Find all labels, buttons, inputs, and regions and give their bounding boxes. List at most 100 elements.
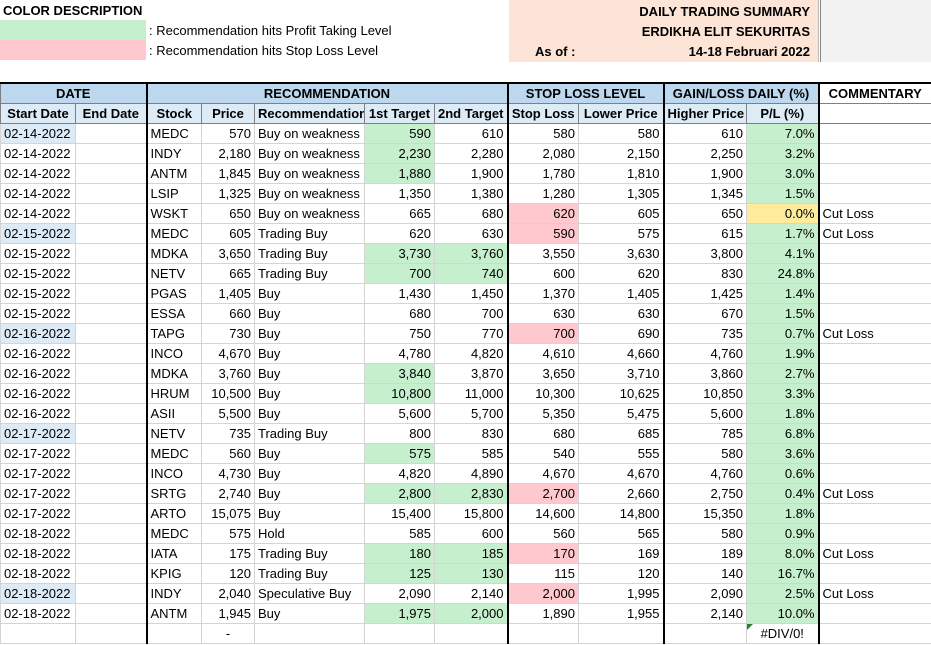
start-date-cell[interactable]: 02-14-2022 bbox=[0, 123, 76, 144]
commentary-cell[interactable] bbox=[818, 423, 931, 444]
stock-cell[interactable]: NETV bbox=[145, 263, 202, 284]
lower-price-cell[interactable]: 605 bbox=[578, 203, 664, 224]
start-date-cell[interactable]: 02-17-2022 bbox=[0, 443, 76, 464]
higher-price-cell[interactable]: 4,760 bbox=[662, 463, 747, 484]
stoploss-legend-text[interactable]: : Recommendation hits Stop Loss Level bbox=[149, 43, 379, 58]
commentary-cell[interactable] bbox=[818, 123, 931, 144]
higher-price-cell[interactable]: 5,600 bbox=[662, 403, 747, 424]
stock-cell[interactable]: ESSA bbox=[145, 303, 202, 324]
start-date-cell[interactable]: 02-16-2022 bbox=[0, 403, 76, 424]
stock-cell[interactable]: MEDC bbox=[145, 443, 202, 464]
higher-price-cell[interactable]: 10,850 bbox=[662, 383, 747, 404]
stock-cell[interactable]: INDY bbox=[145, 143, 202, 164]
price-cell[interactable]: 3,650 bbox=[201, 243, 255, 264]
target2-cell[interactable]: 5,700 bbox=[434, 403, 508, 424]
recommendation-cell[interactable]: Buy bbox=[254, 483, 365, 504]
pl-cell[interactable]: 0.0% bbox=[746, 203, 820, 224]
higher-price-cell[interactable]: 2,250 bbox=[662, 143, 747, 164]
end-date-cell[interactable] bbox=[75, 143, 147, 164]
end-date-cell[interactable] bbox=[75, 463, 147, 484]
stop-loss-cell[interactable]: 10,300 bbox=[506, 383, 579, 404]
target2-cell[interactable]: 610 bbox=[434, 123, 508, 144]
price-cell[interactable]: 575 bbox=[201, 523, 255, 544]
higher-price-cell[interactable]: 189 bbox=[662, 543, 747, 564]
start-date-cell[interactable]: 02-16-2022 bbox=[0, 343, 76, 364]
price-cell[interactable]: 1,845 bbox=[201, 163, 255, 184]
lower-price-cell[interactable]: 555 bbox=[578, 443, 664, 464]
recommendation-cell[interactable]: Hold bbox=[254, 523, 365, 544]
group-header-stoploss[interactable]: STOP LOSS LEVEL bbox=[506, 82, 664, 104]
group-header-commentary[interactable]: COMMENTARY bbox=[818, 82, 931, 104]
higher-price-cell[interactable]: 1,900 bbox=[662, 163, 747, 184]
stop-loss-cell[interactable]: 2,080 bbox=[506, 143, 579, 164]
pl-total-cell[interactable]: #DIV/0! bbox=[746, 623, 820, 644]
stock-cell[interactable]: SRTG bbox=[145, 483, 202, 504]
stoploss-color-swatch[interactable] bbox=[0, 40, 146, 60]
price-cell[interactable]: 2,180 bbox=[201, 143, 255, 164]
target1-cell[interactable]: 680 bbox=[364, 303, 435, 324]
target1-cell[interactable]: 4,780 bbox=[364, 343, 435, 364]
col-header-start-date[interactable]: Start Date bbox=[0, 103, 76, 124]
higher-price-cell[interactable]: 580 bbox=[662, 523, 747, 544]
higher-price-cell[interactable]: 650 bbox=[662, 203, 747, 224]
col-header-stock[interactable]: Stock bbox=[145, 103, 202, 124]
stock-cell[interactable]: LSIP bbox=[145, 183, 202, 204]
pl-cell[interactable]: 16.7% bbox=[746, 563, 820, 584]
commentary-cell[interactable] bbox=[818, 283, 931, 304]
stock-cell[interactable]: INDY bbox=[145, 583, 202, 604]
end-date-cell[interactable] bbox=[75, 303, 147, 324]
end-date-cell[interactable] bbox=[75, 223, 147, 244]
target2-cell[interactable]: 630 bbox=[434, 223, 508, 244]
group-header-date[interactable]: DATE bbox=[0, 82, 147, 104]
target2-cell[interactable]: 185 bbox=[434, 543, 508, 564]
group-header-gainloss[interactable]: GAIN/LOSS DAILY (%) bbox=[662, 82, 820, 104]
recommendation-cell[interactable]: Trading Buy bbox=[254, 243, 365, 264]
lower-price-cell[interactable]: 575 bbox=[578, 223, 664, 244]
target1-cell[interactable]: 3,730 bbox=[364, 243, 435, 264]
lower-price-cell[interactable]: 1,995 bbox=[578, 583, 664, 604]
start-date-cell[interactable]: 02-16-2022 bbox=[0, 363, 76, 384]
target1-cell[interactable]: 665 bbox=[364, 203, 435, 224]
stock-cell[interactable]: ARTO bbox=[145, 503, 202, 524]
pl-cell[interactable]: 2.5% bbox=[746, 583, 820, 604]
target1-cell[interactable]: 125 bbox=[364, 563, 435, 584]
lower-price-cell[interactable]: 3,630 bbox=[578, 243, 664, 264]
start-date-cell[interactable]: 02-17-2022 bbox=[0, 463, 76, 484]
lower-price-cell[interactable]: 685 bbox=[578, 423, 664, 444]
col-header-commentary[interactable] bbox=[818, 103, 931, 124]
higher-price-cell[interactable]: 3,800 bbox=[662, 243, 747, 264]
end-date-cell[interactable] bbox=[75, 603, 147, 624]
recommendation-cell[interactable]: Buy on weakness bbox=[254, 143, 365, 164]
col-header-end-date[interactable]: End Date bbox=[75, 103, 147, 124]
lower-price-cell[interactable]: 1,305 bbox=[578, 183, 664, 204]
group-header-recommendation[interactable]: RECOMMENDATION bbox=[145, 82, 508, 104]
stock-cell[interactable]: WSKT bbox=[145, 203, 202, 224]
end-date-cell[interactable] bbox=[75, 283, 147, 304]
target2-cell[interactable]: 700 bbox=[434, 303, 508, 324]
commentary-cell[interactable] bbox=[818, 383, 931, 404]
price-cell[interactable]: 120 bbox=[201, 563, 255, 584]
pl-cell[interactable]: 1.8% bbox=[746, 403, 820, 424]
stop-loss-cell[interactable]: 170 bbox=[506, 543, 579, 564]
start-date-cell[interactable]: 02-17-2022 bbox=[0, 423, 76, 444]
stop-loss-cell[interactable]: 2,700 bbox=[506, 483, 579, 504]
higher-price-cell[interactable]: 610 bbox=[662, 123, 747, 144]
stop-loss-cell[interactable]: 1,890 bbox=[506, 603, 579, 624]
lower-price-cell[interactable]: 2,150 bbox=[578, 143, 664, 164]
end-date-cell[interactable] bbox=[75, 423, 147, 444]
target2-cell[interactable]: 585 bbox=[434, 443, 508, 464]
higher-price-cell[interactable]: 615 bbox=[662, 223, 747, 244]
lower-price-cell[interactable]: 120 bbox=[578, 563, 664, 584]
pl-cell[interactable]: 3.6% bbox=[746, 443, 820, 464]
target2-cell[interactable]: 680 bbox=[434, 203, 508, 224]
price-cell[interactable]: 570 bbox=[201, 123, 255, 144]
stop-loss-cell[interactable]: 1,370 bbox=[506, 283, 579, 304]
commentary-cell[interactable] bbox=[818, 303, 931, 324]
stop-loss-cell[interactable]: 4,670 bbox=[506, 463, 579, 484]
price-cell[interactable]: 2,040 bbox=[201, 583, 255, 604]
price-cell[interactable]: 1,325 bbox=[201, 183, 255, 204]
target2-cell[interactable]: 2,280 bbox=[434, 143, 508, 164]
pl-cell[interactable]: 7.0% bbox=[746, 123, 820, 144]
stop-loss-cell[interactable]: 620 bbox=[506, 203, 579, 224]
commentary-cell[interactable]: Cut Loss bbox=[818, 223, 931, 244]
